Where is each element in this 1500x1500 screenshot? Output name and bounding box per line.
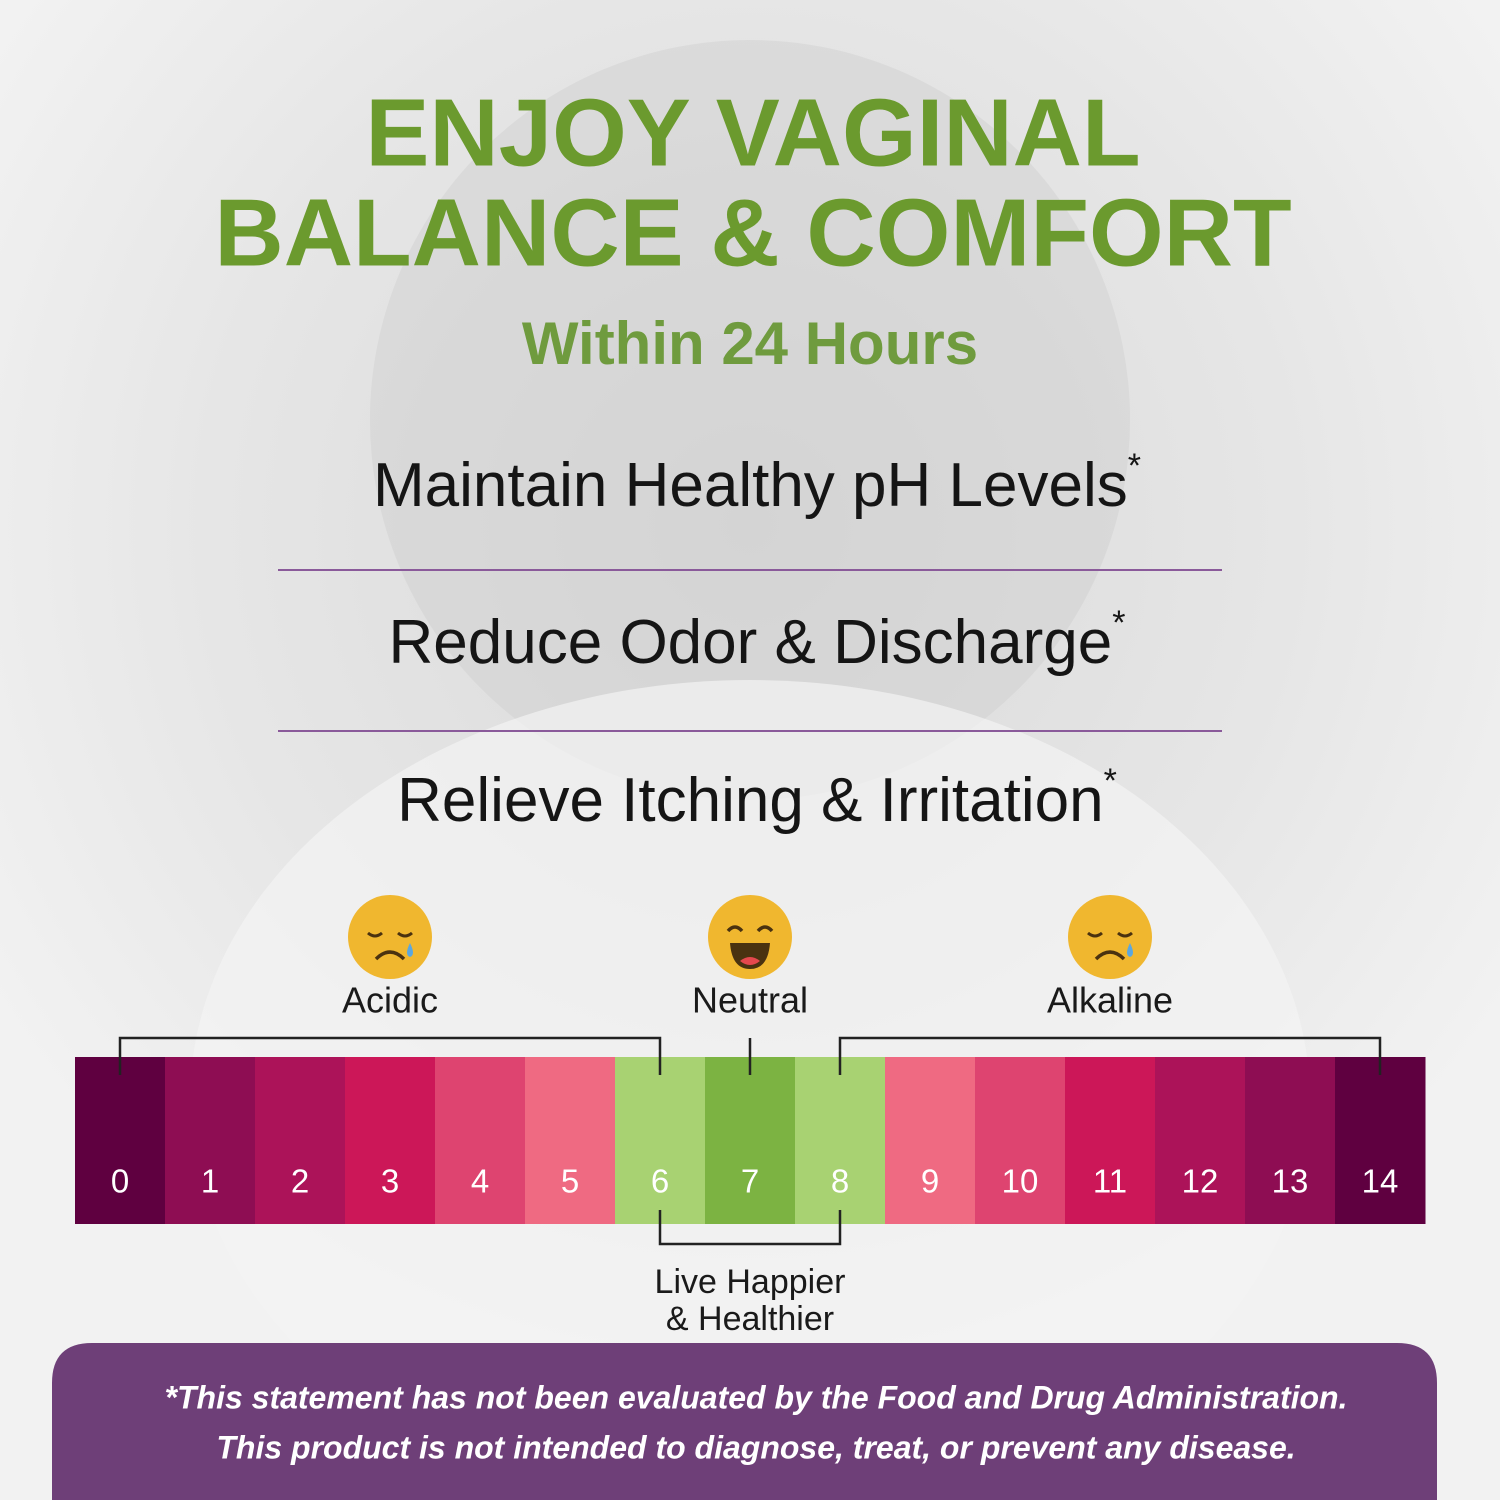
ph-label: 13 [1272,1163,1309,1200]
asterisk: * [1128,447,1141,485]
ph-label: 0 [111,1163,129,1200]
asterisk: * [1112,604,1125,642]
benefit: Reduce Odor & Discharge* [389,604,1126,677]
ph-segment [975,1057,1066,1224]
title: ENJOY VAGINAL [365,79,1140,186]
asterisk: * [1104,762,1117,800]
benefit: Maintain Healthy pH Levels* [373,447,1141,520]
bracket [118,1036,662,1075]
benefits: Maintain Healthy pH Levels*Reduce Odor &… [373,447,1141,835]
ph-segment [885,1057,976,1224]
ph-label: 6 [651,1163,669,1200]
subtitle: Within 24 Hours [522,310,978,377]
ph-label: 9 [921,1163,939,1200]
note: Live Happier [655,1263,846,1301]
ph-label: 7 [741,1163,759,1200]
note: & Healthier [666,1300,834,1338]
disclaimer: *This statement has not been evaluated b… [165,1379,1348,1415]
ph-segment [1065,1057,1156,1224]
ph-segment [705,1057,796,1224]
disclaimer: This product is not intended to diagnose… [216,1429,1295,1465]
ph-label: 14 [1362,1163,1399,1200]
ph-label: 2 [291,1163,309,1200]
benefit-text: Relieve Itching & Irritation [397,766,1103,835]
ph-scale: 0 1 2 3 4 5 6 7 8 9 10 11 12 13 14 [75,1057,1426,1224]
ph-segment [255,1057,346,1224]
ph-segment [525,1057,616,1224]
ph-label: 4 [471,1163,489,1200]
ph-segment [1335,1057,1426,1224]
ph-segment [1245,1057,1336,1224]
group-label: Alkaline [1047,980,1173,1021]
ph-segment [75,1057,166,1224]
ph-segment [165,1057,256,1224]
sad-emoji [1068,895,1152,979]
bracket [838,1036,1382,1075]
ph-segment [345,1057,436,1224]
ph-segment [435,1057,526,1224]
photo-shade [370,40,1130,800]
ph-label: 11 [1093,1163,1127,1200]
disclaimer-box [52,1343,1437,1500]
ph-segment [1155,1057,1246,1224]
benefit: Relieve Itching & Irritation* [397,762,1117,835]
ph-label: 8 [831,1163,849,1200]
ph-segment [615,1057,706,1224]
group-label: Acidic [342,980,438,1021]
group-label: Neutral [692,980,808,1021]
ph-label: 12 [1182,1163,1219,1200]
ph-segment [795,1057,886,1224]
bracket [658,1210,842,1246]
ph-label: 10 [1002,1163,1039,1200]
ph-label: 5 [561,1163,579,1200]
title: BALANCE & COMFORT [214,179,1291,286]
happy-emoji [708,895,792,979]
sad-emoji [348,895,432,979]
ph-label: 3 [381,1163,399,1200]
benefit-text: Reduce Odor & Discharge [389,608,1113,677]
benefit-text: Maintain Healthy pH Levels [373,451,1128,520]
ph-label: 1 [201,1163,219,1200]
